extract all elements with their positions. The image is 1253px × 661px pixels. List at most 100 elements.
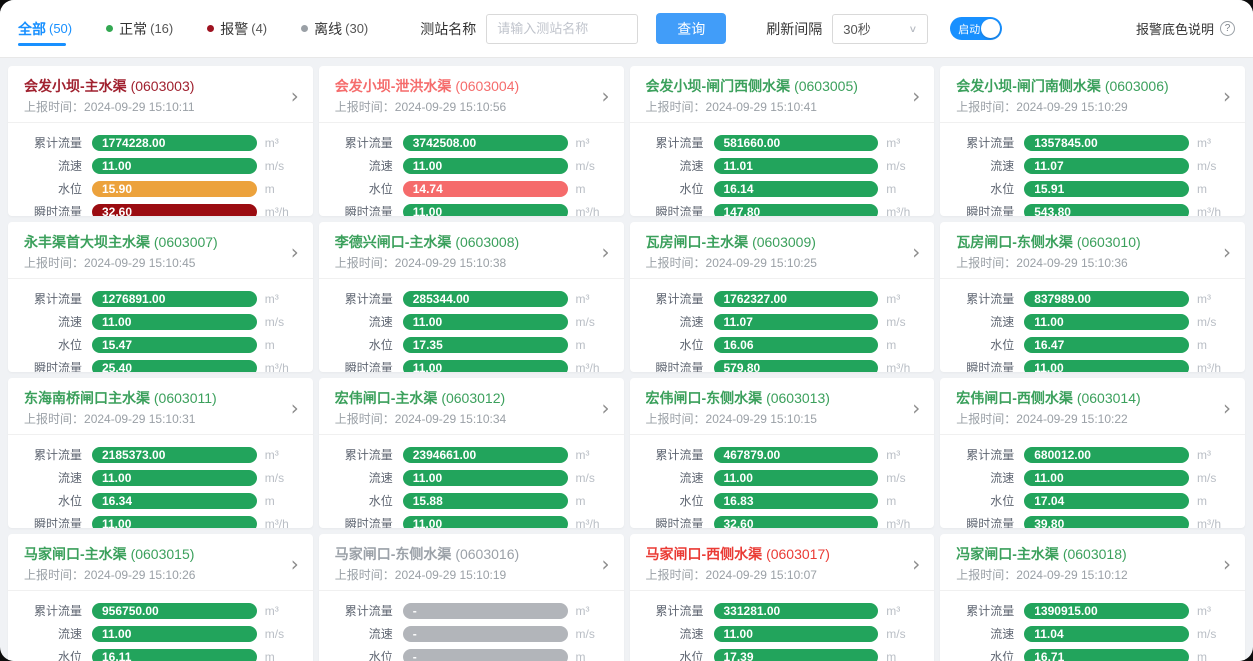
chevron-right-icon[interactable]: ›	[1223, 396, 1231, 420]
station-card-header: 宏伟闸口-西侧水渠 (0603014) 上报时间：2024-09-29 15:1…	[940, 378, 1245, 435]
status-tab-0[interactable]: 全部 (50)	[18, 0, 72, 58]
metric-row: 流速 11.00 m/s	[950, 466, 1231, 489]
query-button[interactable]: 查询	[656, 13, 727, 44]
metric-unit: m³	[886, 291, 901, 306]
report-time: 上报时间：2024-09-29 15:10:34	[335, 410, 608, 427]
chevron-right-icon[interactable]: ›	[912, 84, 921, 108]
metric-label: 累计流量	[33, 448, 82, 462]
status-tab-count: (30)	[345, 21, 369, 36]
metric-unit: m/s	[886, 470, 906, 485]
report-time: 上报时间：2024-09-29 15:10:15	[646, 410, 919, 427]
metric-label: 累计流量	[33, 604, 82, 618]
metric-value-bar: 16.47	[1024, 336, 1189, 353]
search-input[interactable]	[486, 13, 639, 44]
chevron-right-icon[interactable]: ›	[1223, 240, 1231, 264]
station-title: 会发小坝-闸门西侧水渠 (0603005)	[646, 77, 919, 95]
station-id: (0603004)	[455, 78, 520, 94]
chevron-right-icon[interactable]: ›	[912, 552, 921, 576]
metric-value-bar: 11.00	[92, 157, 257, 174]
station-name: 会发小坝-闸门南侧水渠	[956, 78, 1101, 94]
chevron-right-icon[interactable]: ›	[912, 396, 921, 420]
metric-unit: m/s	[1197, 470, 1217, 485]
station-name: 马家闸口-主水渠	[24, 546, 127, 562]
alarm-color-legend-link[interactable]: 报警底色说明 ?	[1136, 19, 1235, 38]
metric-row: 水位 17.04 m	[950, 489, 1231, 512]
chevron-right-icon[interactable]: ›	[601, 240, 610, 264]
metric-unit: m³	[264, 447, 279, 462]
station-card: 李德兴闸口-主水渠 (0603008) 上报时间：2024-09-29 15:1…	[318, 222, 624, 373]
metric-unit: m/s	[886, 314, 906, 329]
station-card-header: 会发小坝-闸门西侧水渠 (0603005) 上报时间：2024-09-29 15…	[629, 66, 935, 123]
chevron-right-icon[interactable]: ›	[1223, 84, 1231, 108]
metric-label: 累计流量	[966, 136, 1015, 150]
metric-value-bar: 17.39	[713, 648, 879, 661]
chevron-right-icon[interactable]: ›	[601, 552, 610, 576]
metric-value-bar: 956750.00	[92, 602, 257, 619]
station-name: 宏伟闸口-西侧水渠	[956, 390, 1073, 406]
metric-row: 累计流量 956750.00 m³	[18, 599, 299, 622]
chevron-right-icon[interactable]: ›	[912, 240, 921, 264]
chevron-right-icon[interactable]: ›	[1223, 552, 1231, 576]
chevron-right-icon[interactable]: ›	[290, 84, 299, 108]
report-time-value: 2024-09-29 15:10:22	[1016, 412, 1128, 426]
metric-row: 流速 11.00 m/s	[18, 154, 299, 177]
metric-row: 流速 11.04 m/s	[950, 622, 1231, 645]
chevron-right-icon[interactable]: ›	[290, 240, 299, 264]
chevron-right-icon[interactable]: ›	[601, 396, 610, 420]
chevron-right-icon[interactable]: ›	[601, 84, 610, 108]
station-title: 李德兴闸口-主水渠 (0603008)	[335, 233, 608, 251]
status-tab-count: (4)	[251, 21, 268, 36]
metric-label: 水位	[679, 494, 704, 508]
auto-refresh-toggle[interactable]: 启动	[950, 17, 1003, 40]
metric-row: 流速 11.00 m/s	[640, 466, 921, 489]
metric-row: 瞬时流量 147.80 m³/h	[640, 200, 921, 216]
metric-value-bar: 11.00	[402, 313, 568, 330]
metric-value-bar: 17.04	[1024, 492, 1189, 509]
metric-unit: m/s	[1197, 626, 1217, 641]
status-tab-1[interactable]: 正常 (16)	[106, 0, 173, 58]
metric-value-bar: 1774228.00	[92, 134, 257, 151]
metric-value-bar: -	[402, 602, 568, 619]
metric-unit: m³/h	[1197, 204, 1221, 217]
refresh-interval-select[interactable]: 30秒 ∨	[832, 13, 929, 44]
status-tab-count: (16)	[150, 21, 174, 36]
station-card-header: 马家闸口-西侧水渠 (0603017) 上报时间：2024-09-29 15:1…	[629, 534, 935, 591]
metric-value-bar: 16.83	[713, 492, 879, 509]
metric-value-bar: 11.00	[713, 625, 879, 642]
metric-unit: m³	[575, 447, 590, 462]
station-card-header: 会发小坝-主水渠 (0603003) 上报时间：2024-09-29 15:10…	[8, 66, 313, 123]
metric-unit: m³/h	[575, 360, 600, 373]
chevron-right-icon[interactable]: ›	[290, 552, 299, 576]
metric-label: 瞬时流量	[655, 517, 704, 528]
status-tab-2[interactable]: 报警 (4)	[207, 0, 267, 58]
metric-row: 瞬时流量 11.00 m³/h	[329, 200, 610, 216]
metric-row: 瞬时流量 32.60 m³/h	[640, 512, 921, 528]
metric-value-bar: 14.74	[402, 180, 568, 197]
metric-row: 累计流量 285344.00 m³	[329, 287, 610, 310]
status-tab-3[interactable]: 离线 (30)	[301, 0, 368, 58]
station-card-header: 瓦房闸口-主水渠 (0603009) 上报时间：2024-09-29 15:10…	[629, 222, 935, 279]
metric-value-bar: 2394661.00	[402, 446, 568, 463]
metric-unit: m³	[264, 603, 279, 618]
metric-row: 流速 11.00 m/s	[18, 310, 299, 333]
station-id: (0603010)	[1076, 234, 1141, 250]
station-card-header: 马家闸口-东侧水渠 (0603016) 上报时间：2024-09-29 15:1…	[318, 534, 624, 591]
metric-label: 瞬时流量	[655, 361, 704, 372]
metric-label: 累计流量	[344, 448, 393, 462]
report-time-value: 2024-09-29 15:10:31	[84, 412, 196, 426]
metric-unit: m	[886, 649, 897, 661]
metric-row: 流速 - m/s	[329, 622, 610, 645]
metric-value-bar: 11.01	[713, 157, 879, 174]
metric-rows: 累计流量 581660.00 m³ 流速 11.01 m/s 水位 16.14 m 瞬时流量 147…	[630, 123, 935, 216]
station-title: 马家闸口-西侧水渠 (0603017)	[646, 545, 919, 563]
metric-row: 水位 16.14 m	[640, 177, 921, 200]
chevron-right-icon[interactable]: ›	[290, 396, 299, 420]
metric-label: 水位	[990, 650, 1015, 661]
metric-unit: m³/h	[264, 516, 289, 529]
metric-unit: m³	[886, 447, 901, 462]
station-title: 永丰渠首大坝主水渠 (0603007)	[24, 233, 297, 251]
card-grid-scroll-area[interactable]: 会发小坝-主水渠 (0603003) 上报时间：2024-09-29 15:10…	[0, 58, 1253, 661]
station-card-header: 永丰渠首大坝主水渠 (0603007) 上报时间：2024-09-29 15:1…	[8, 222, 313, 279]
report-time: 上报时间：2024-09-29 15:10:12	[956, 566, 1229, 583]
metric-unit: m³/h	[886, 360, 911, 373]
